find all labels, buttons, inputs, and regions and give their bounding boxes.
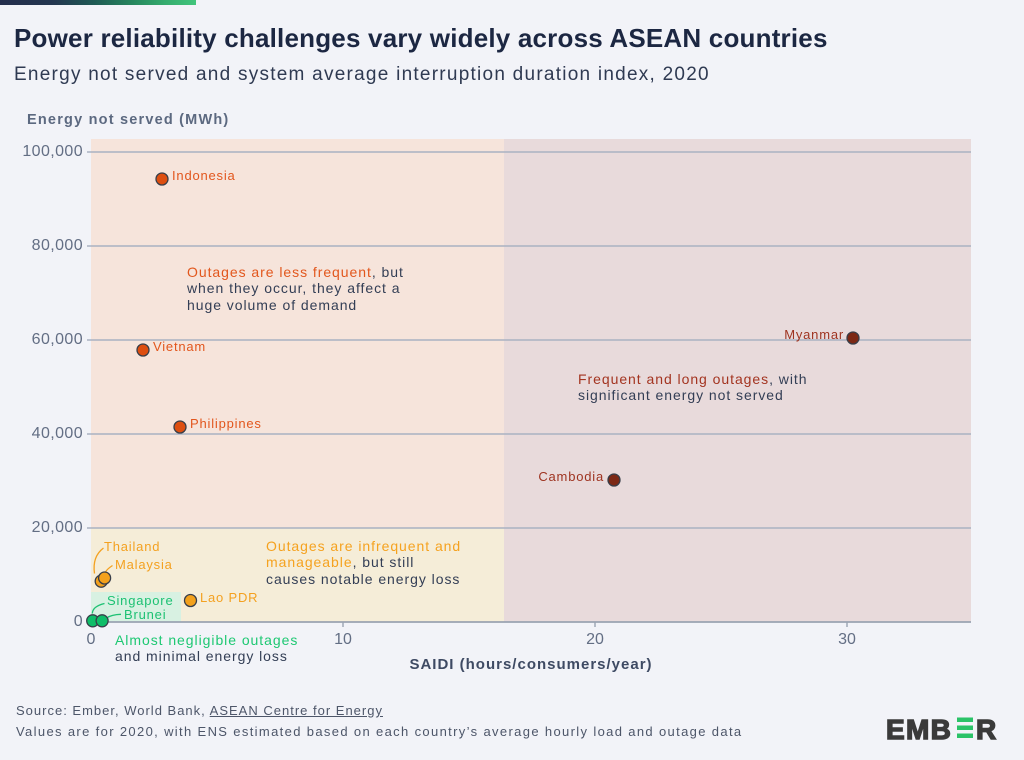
svg-text:EMB: EMB (886, 716, 952, 744)
svg-text:R: R (976, 716, 996, 744)
